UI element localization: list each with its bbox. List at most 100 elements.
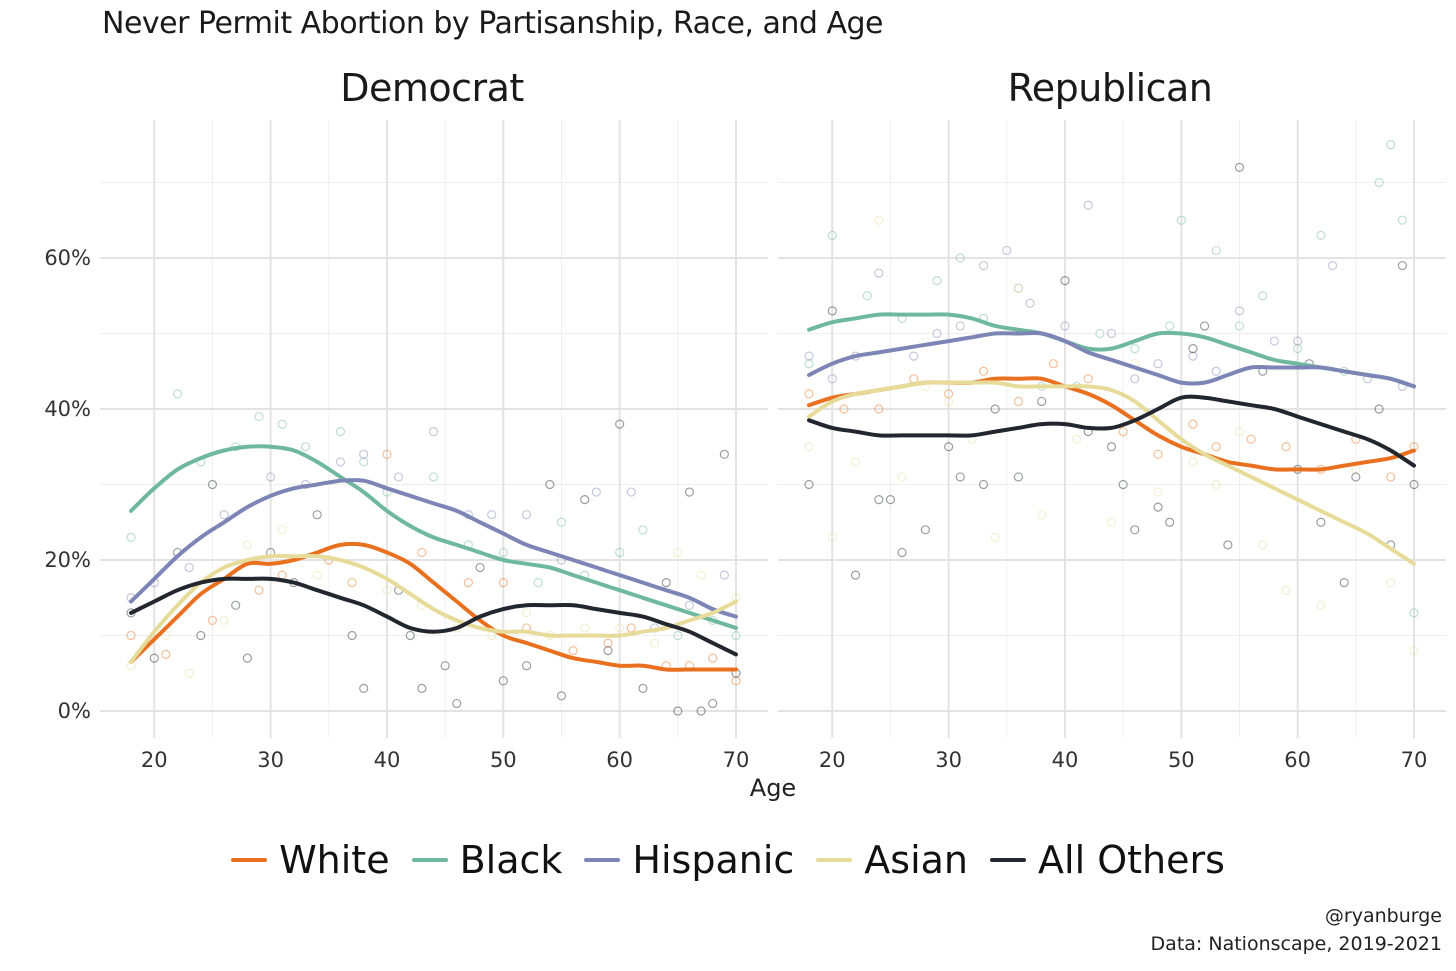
series-line-white	[129, 541, 738, 672]
data-point	[804, 359, 814, 369]
data-point	[545, 479, 555, 490]
caption-handle: @ryanburge	[1324, 905, 1442, 927]
data-point	[580, 495, 590, 505]
data-point	[990, 404, 1000, 414]
data-point	[955, 321, 965, 331]
series-line-hispanic	[807, 330, 1416, 389]
panel-democrat: 20 30 40 50 60 70 0% 20% 40% 60%	[44, 120, 768, 772]
x-tick-label: 30	[257, 748, 284, 772]
x-tick-label: 40	[374, 748, 401, 772]
data-point	[1002, 245, 1012, 256]
data-point	[649, 638, 660, 648]
y-tick-label: 60%	[44, 246, 91, 270]
data-point	[955, 253, 965, 263]
data-point	[1071, 434, 1082, 444]
data-point	[161, 649, 171, 659]
data-point	[161, 630, 171, 641]
series-line-hispanic	[129, 478, 738, 619]
legend-swatch-white	[231, 858, 268, 862]
data-point	[417, 683, 427, 693]
data-point	[1083, 374, 1093, 384]
data-point	[184, 562, 194, 573]
data-point	[719, 570, 729, 580]
series-line-asian	[807, 380, 1416, 566]
data-point	[615, 547, 625, 558]
data-point	[277, 419, 287, 429]
data-point	[1130, 374, 1140, 384]
data-point	[1106, 328, 1117, 339]
data-point	[335, 457, 346, 467]
data-point	[1176, 215, 1186, 225]
data-point	[932, 276, 942, 286]
x-tick-label: 20	[141, 748, 168, 772]
data-point	[1013, 472, 1024, 482]
data-point	[804, 479, 814, 490]
data-point	[1013, 283, 1024, 293]
data-point	[1153, 487, 1163, 497]
data-point	[1374, 404, 1384, 414]
data-point	[1386, 472, 1396, 482]
data-point	[684, 487, 695, 497]
data-point	[1281, 442, 1291, 452]
data-point	[277, 525, 287, 535]
data-point	[1409, 479, 1419, 490]
data-point	[1258, 291, 1268, 301]
legend-swatch-black	[411, 858, 448, 862]
data-point	[920, 525, 930, 535]
series-line-black	[129, 444, 738, 630]
legend-label-black: Black	[459, 838, 563, 882]
x-tick-label: 20	[819, 748, 846, 772]
data-point	[827, 374, 837, 384]
data-point	[804, 442, 814, 452]
data-point	[673, 547, 683, 558]
data-point	[1188, 344, 1198, 354]
data-point	[1013, 283, 1024, 293]
data-point	[521, 608, 532, 618]
data-point	[475, 562, 485, 573]
data-point	[1130, 344, 1140, 354]
data-point	[1211, 366, 1221, 376]
data-point	[955, 472, 965, 482]
caption-source: Data: Nationscape, 2019-2021	[1150, 933, 1442, 955]
x-tick-label: 70	[1401, 748, 1428, 772]
legend-item-asian: Asian	[816, 838, 968, 882]
data-point	[615, 419, 625, 429]
data-point	[428, 427, 439, 437]
data-point	[347, 630, 357, 641]
data-point	[731, 676, 741, 686]
data-point	[1025, 298, 1035, 308]
data-point	[1386, 578, 1396, 588]
data-point	[1165, 517, 1175, 527]
data-point	[804, 351, 814, 361]
data-point	[1351, 472, 1361, 482]
data-point	[603, 645, 613, 656]
data-point	[1153, 359, 1163, 369]
x-tick-label: 70	[723, 748, 750, 772]
data-point	[944, 396, 954, 407]
data-point	[172, 389, 183, 399]
data-point	[498, 578, 508, 588]
data-point	[1013, 396, 1024, 407]
data-point	[874, 404, 884, 414]
data-point	[874, 215, 884, 225]
data-point	[1234, 162, 1245, 172]
data-point	[266, 472, 276, 482]
data-point	[521, 661, 532, 671]
legend: White Black Hispanic Asian All Others	[0, 838, 1456, 882]
data-point	[242, 540, 252, 550]
data-point	[1048, 359, 1058, 369]
data-point	[219, 510, 229, 520]
data-point	[719, 449, 729, 459]
data-point	[1293, 344, 1303, 354]
series-line-all-others	[807, 394, 1416, 468]
caption: @ryanburge Data: Nationscape, 2019-2021	[1151, 902, 1442, 958]
data-point	[944, 389, 954, 399]
data-point	[874, 268, 884, 278]
series-line-all-others	[129, 576, 738, 657]
data-point	[1339, 578, 1349, 588]
data-point	[254, 585, 264, 595]
data-point	[428, 472, 439, 482]
data-point	[1246, 434, 1256, 444]
data-point	[312, 510, 322, 520]
